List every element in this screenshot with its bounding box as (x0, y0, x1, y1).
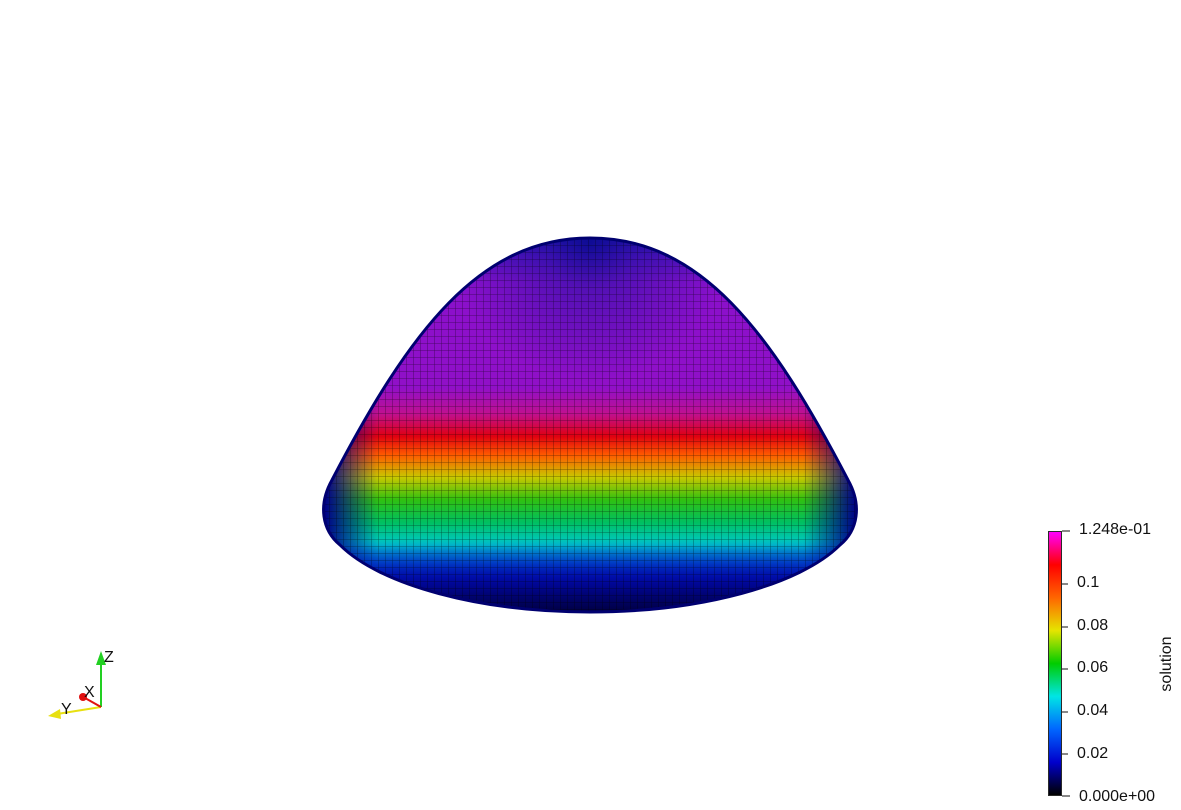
scalar-bar-tick-label: 0.02 (1077, 745, 1109, 762)
scalar-bar-tick-label: 1.248e-01 (1079, 521, 1152, 538)
y-axis-label: Y (61, 701, 72, 718)
x-axis-line (84, 697, 102, 708)
scalar-bar-tick-label: 0.08 (1077, 617, 1109, 634)
scalar-bar-ticks (1062, 530, 1070, 797)
y-axis-line (56, 706, 102, 715)
y-axis-arrow-icon (48, 709, 61, 719)
scalar-bar-tick-label: 0.04 (1077, 702, 1109, 719)
scalar-bar-tick-label: 0.06 (1077, 659, 1109, 676)
scalar-bar-title: solution (1158, 636, 1175, 692)
scalar-bar-tick-label: 0.1 (1077, 574, 1100, 591)
orientation-axes (48, 651, 106, 719)
surface-mesh-grid (323, 238, 857, 612)
x-axis-label: X (84, 684, 95, 701)
dome-surface (322, 236, 858, 614)
scalar-bar-colorbar (1048, 531, 1062, 796)
x-axis-arrow-icon (79, 693, 87, 701)
z-axis-arrow-icon (96, 651, 106, 665)
z-axis-label: Z (104, 649, 114, 666)
scalar-bar-tick-label: 0.000e+00 (1079, 788, 1156, 805)
